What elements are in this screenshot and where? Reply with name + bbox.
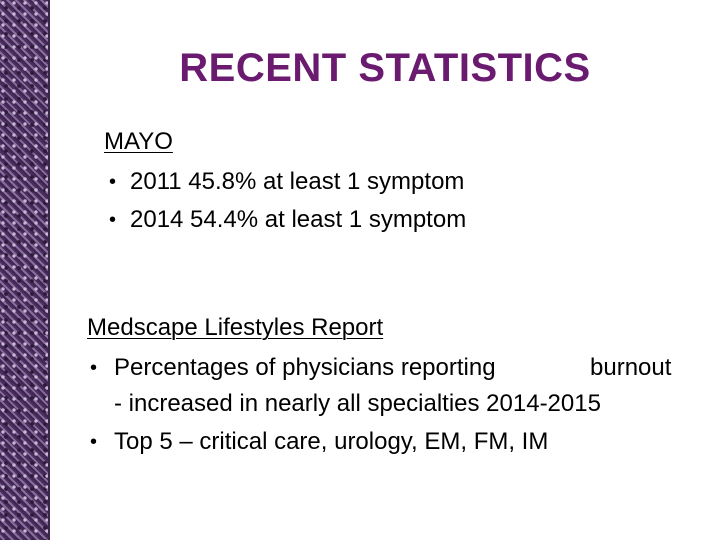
bullet-icon: • [90,357,98,379]
mayo-bullet-2014: 2014 54.4% at least 1 symptom [130,206,467,233]
mayo-bullet-2011: 2011 45.8% at least 1 symptom [130,168,465,195]
bullet-icon: • [109,209,117,231]
medscape-bullet-continuation: - increased in nearly all specialties 20… [114,390,601,417]
medscape-bullet-percentages: Percentages of physicians reporting [114,354,496,381]
decorative-border [0,0,48,540]
slide-title: RECENT STATISTICS [179,46,591,90]
bullet-icon: • [109,171,117,193]
section-heading-medscape: Medscape Lifestyles Report [87,310,383,346]
medscape-heading-text: Medscape Lifestyles Report [87,314,384,341]
mayo-heading-text: MAYO [104,128,173,155]
border-edge [48,0,50,540]
medscape-bullet-burnout: burnout [590,354,672,381]
bullet-icon: • [90,431,98,453]
section-heading-mayo: MAYO [104,124,173,160]
medscape-bullet-top5: Top 5 – critical care, urology, EM, FM, … [114,428,549,455]
